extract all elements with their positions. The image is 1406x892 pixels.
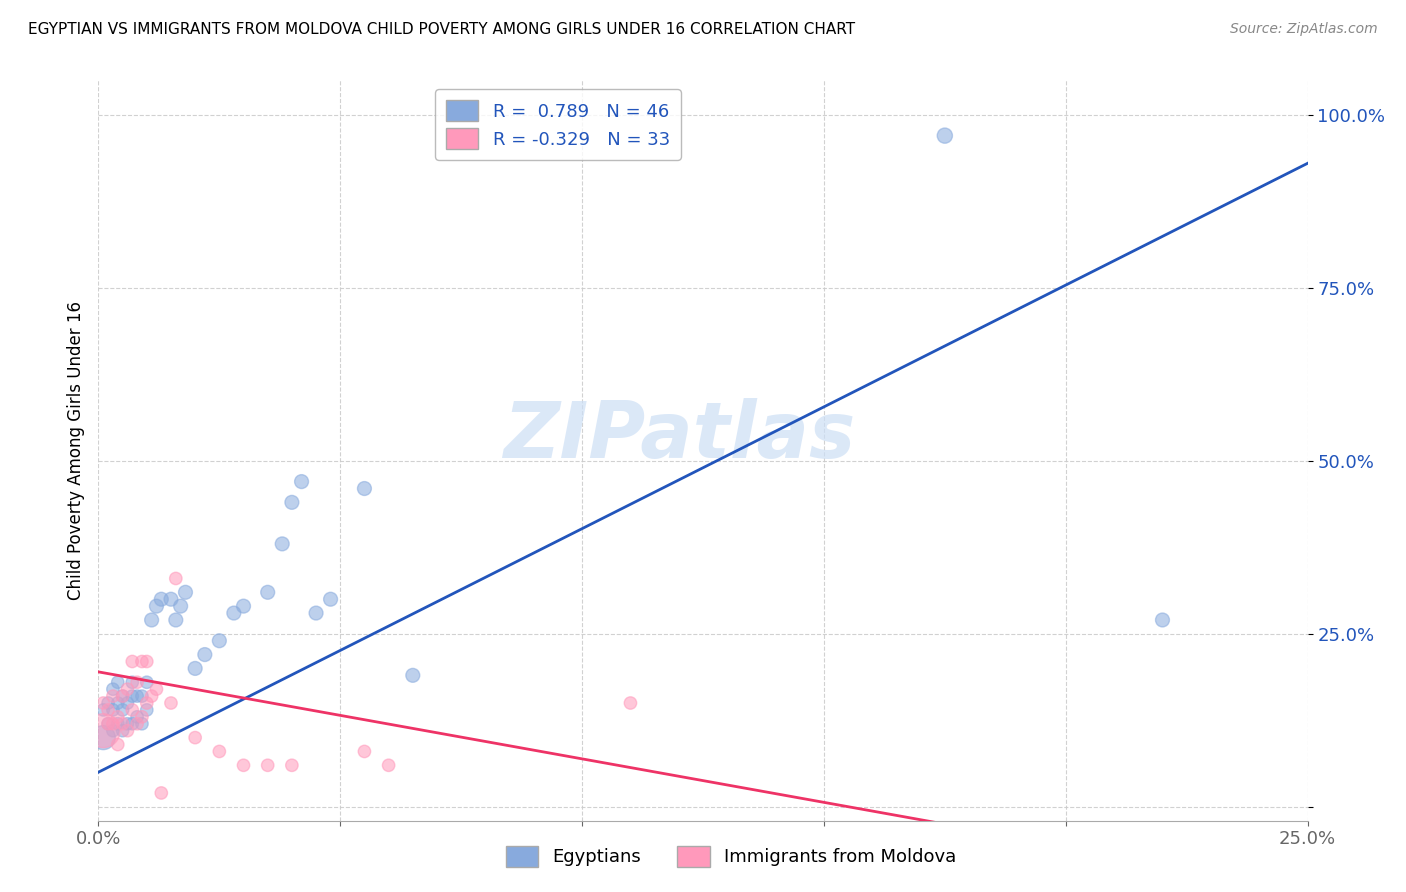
- Point: [353, 744, 375, 758]
- Point: [121, 703, 143, 717]
- Point: [111, 723, 134, 738]
- Point: [97, 703, 120, 717]
- Point: [165, 572, 187, 586]
- Point: [111, 689, 134, 703]
- Point: [101, 723, 124, 738]
- Point: [121, 689, 143, 703]
- Point: [121, 655, 143, 669]
- Point: [127, 675, 149, 690]
- Point: [91, 723, 114, 738]
- Point: [121, 716, 143, 731]
- Y-axis label: Child Poverty Among Girls Under 16: Child Poverty Among Girls Under 16: [66, 301, 84, 600]
- Point: [281, 495, 304, 509]
- Point: [131, 689, 153, 703]
- Point: [135, 655, 157, 669]
- Point: [135, 675, 157, 690]
- Point: [101, 703, 124, 717]
- Point: [281, 758, 304, 772]
- Point: [97, 716, 120, 731]
- Point: [131, 655, 153, 669]
- Point: [160, 696, 183, 710]
- Point: [135, 703, 157, 717]
- Point: [127, 689, 149, 703]
- Point: [111, 716, 134, 731]
- Point: [319, 592, 342, 607]
- Point: [232, 758, 254, 772]
- Point: [194, 648, 217, 662]
- Point: [290, 475, 312, 489]
- Point: [117, 723, 139, 738]
- Point: [305, 606, 328, 620]
- Point: [97, 716, 120, 731]
- Point: [91, 731, 114, 745]
- Point: [107, 716, 129, 731]
- Point: [184, 731, 207, 745]
- Point: [160, 592, 183, 607]
- Legend: R =  0.789   N = 46, R = -0.329   N = 33: R = 0.789 N = 46, R = -0.329 N = 33: [434, 89, 681, 160]
- Point: [232, 599, 254, 614]
- Point: [111, 703, 134, 717]
- Point: [117, 696, 139, 710]
- Point: [141, 613, 163, 627]
- Point: [208, 744, 231, 758]
- Point: [141, 689, 163, 703]
- Point: [97, 696, 120, 710]
- Point: [107, 738, 129, 752]
- Text: EGYPTIAN VS IMMIGRANTS FROM MOLDOVA CHILD POVERTY AMONG GIRLS UNDER 16 CORRELATI: EGYPTIAN VS IMMIGRANTS FROM MOLDOVA CHIL…: [28, 22, 855, 37]
- Point: [353, 482, 375, 496]
- Point: [256, 758, 278, 772]
- Point: [107, 675, 129, 690]
- Point: [117, 716, 139, 731]
- Point: [91, 703, 114, 717]
- Point: [619, 696, 641, 710]
- Point: [127, 710, 149, 724]
- Point: [135, 696, 157, 710]
- Point: [107, 696, 129, 710]
- Point: [131, 710, 153, 724]
- Point: [1152, 613, 1174, 627]
- Point: [111, 689, 134, 703]
- Point: [402, 668, 425, 682]
- Point: [145, 682, 167, 697]
- Point: [165, 613, 187, 627]
- Legend: Egyptians, Immigrants from Moldova: Egyptians, Immigrants from Moldova: [498, 838, 965, 874]
- Point: [91, 696, 114, 710]
- Point: [101, 716, 124, 731]
- Point: [127, 716, 149, 731]
- Point: [101, 689, 124, 703]
- Point: [169, 599, 191, 614]
- Point: [208, 633, 231, 648]
- Point: [377, 758, 399, 772]
- Point: [131, 716, 153, 731]
- Text: ZIPatlas: ZIPatlas: [503, 398, 855, 474]
- Point: [150, 592, 173, 607]
- Point: [101, 682, 124, 697]
- Point: [222, 606, 245, 620]
- Point: [256, 585, 278, 599]
- Point: [107, 710, 129, 724]
- Point: [271, 537, 294, 551]
- Point: [184, 661, 207, 675]
- Point: [145, 599, 167, 614]
- Point: [150, 786, 173, 800]
- Point: [121, 675, 143, 690]
- Point: [117, 682, 139, 697]
- Text: Source: ZipAtlas.com: Source: ZipAtlas.com: [1230, 22, 1378, 37]
- Point: [174, 585, 197, 599]
- Point: [934, 128, 956, 143]
